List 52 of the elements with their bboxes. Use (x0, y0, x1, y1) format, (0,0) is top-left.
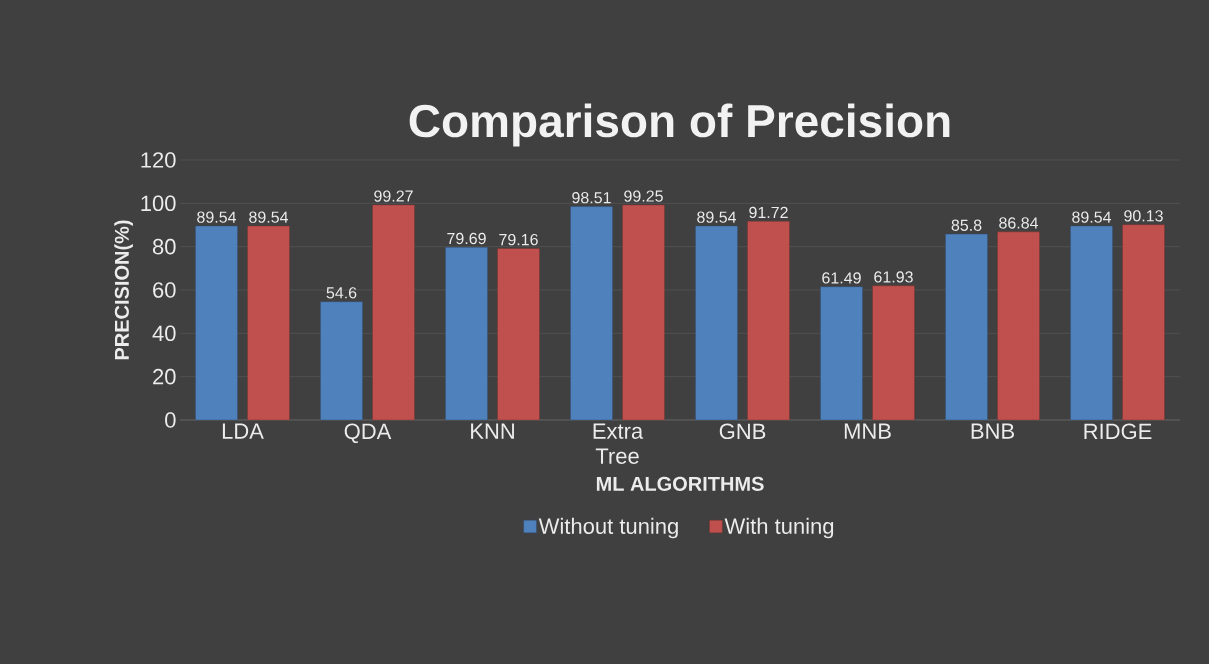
chart-title: Comparison of Precision (409, 103, 950, 147)
y-tick-label: 100 (141, 195, 176, 212)
bar (570, 206, 613, 421)
y-tick-label: 60 (153, 282, 176, 298)
bar (747, 221, 790, 421)
data-label: 79.16 (499, 233, 538, 246)
data-label: 98.51 (572, 192, 611, 204)
data-label: 91.72 (749, 206, 788, 219)
x-tick-label: LDA (222, 423, 264, 439)
data-label: 54.6 (326, 287, 357, 299)
x-axis-title: ML ALGORITHMS (596, 476, 764, 491)
data-label: 99.25 (624, 190, 663, 202)
y-tick-label: 80 (152, 238, 176, 255)
x-tick-label: Extra Tree (593, 423, 644, 464)
data-label: 90.13 (1124, 210, 1163, 222)
bar (320, 301, 363, 421)
bar (1122, 224, 1165, 421)
y-tick-label: 120 (141, 152, 176, 168)
y-tick-label: 20 (153, 368, 176, 385)
data-label: 61.49 (822, 272, 861, 284)
x-tick-label: KNN (471, 423, 514, 439)
y-axis-title: PRECISION(%) (114, 220, 133, 360)
data-label: 85.8 (951, 219, 982, 231)
bar (372, 204, 415, 421)
data-label: 89.54 (1072, 211, 1112, 223)
data-label: 86.84 (999, 217, 1039, 229)
bar (820, 286, 863, 421)
y-tick-label: 40 (152, 325, 176, 342)
data-label: 89.54 (249, 211, 289, 223)
bar (945, 233, 988, 421)
x-tick-label: GNB (719, 423, 766, 440)
bar (195, 225, 238, 421)
x-tick-label: MNB (844, 423, 891, 439)
x-tick-label: QDA (344, 423, 392, 444)
bar (695, 225, 738, 421)
data-label: 99.27 (374, 190, 413, 202)
bar (445, 247, 488, 421)
bar (247, 225, 290, 421)
bar (1070, 225, 1113, 421)
bar (497, 248, 540, 421)
legend-label: With tuning (724, 517, 834, 539)
data-label: 89.54 (697, 211, 737, 223)
x-tick-label: BNB (971, 423, 1014, 439)
data-label: 79.69 (447, 232, 486, 245)
bar (872, 285, 915, 421)
data-label: 89.54 (197, 211, 237, 223)
y-tick-label: 0 (165, 412, 176, 428)
bar (622, 204, 665, 421)
data-label: 61.93 (874, 271, 913, 283)
x-tick-label: RIDGE (1084, 423, 1152, 440)
bar (997, 231, 1040, 421)
legend-label: Without tuning (538, 517, 678, 539)
